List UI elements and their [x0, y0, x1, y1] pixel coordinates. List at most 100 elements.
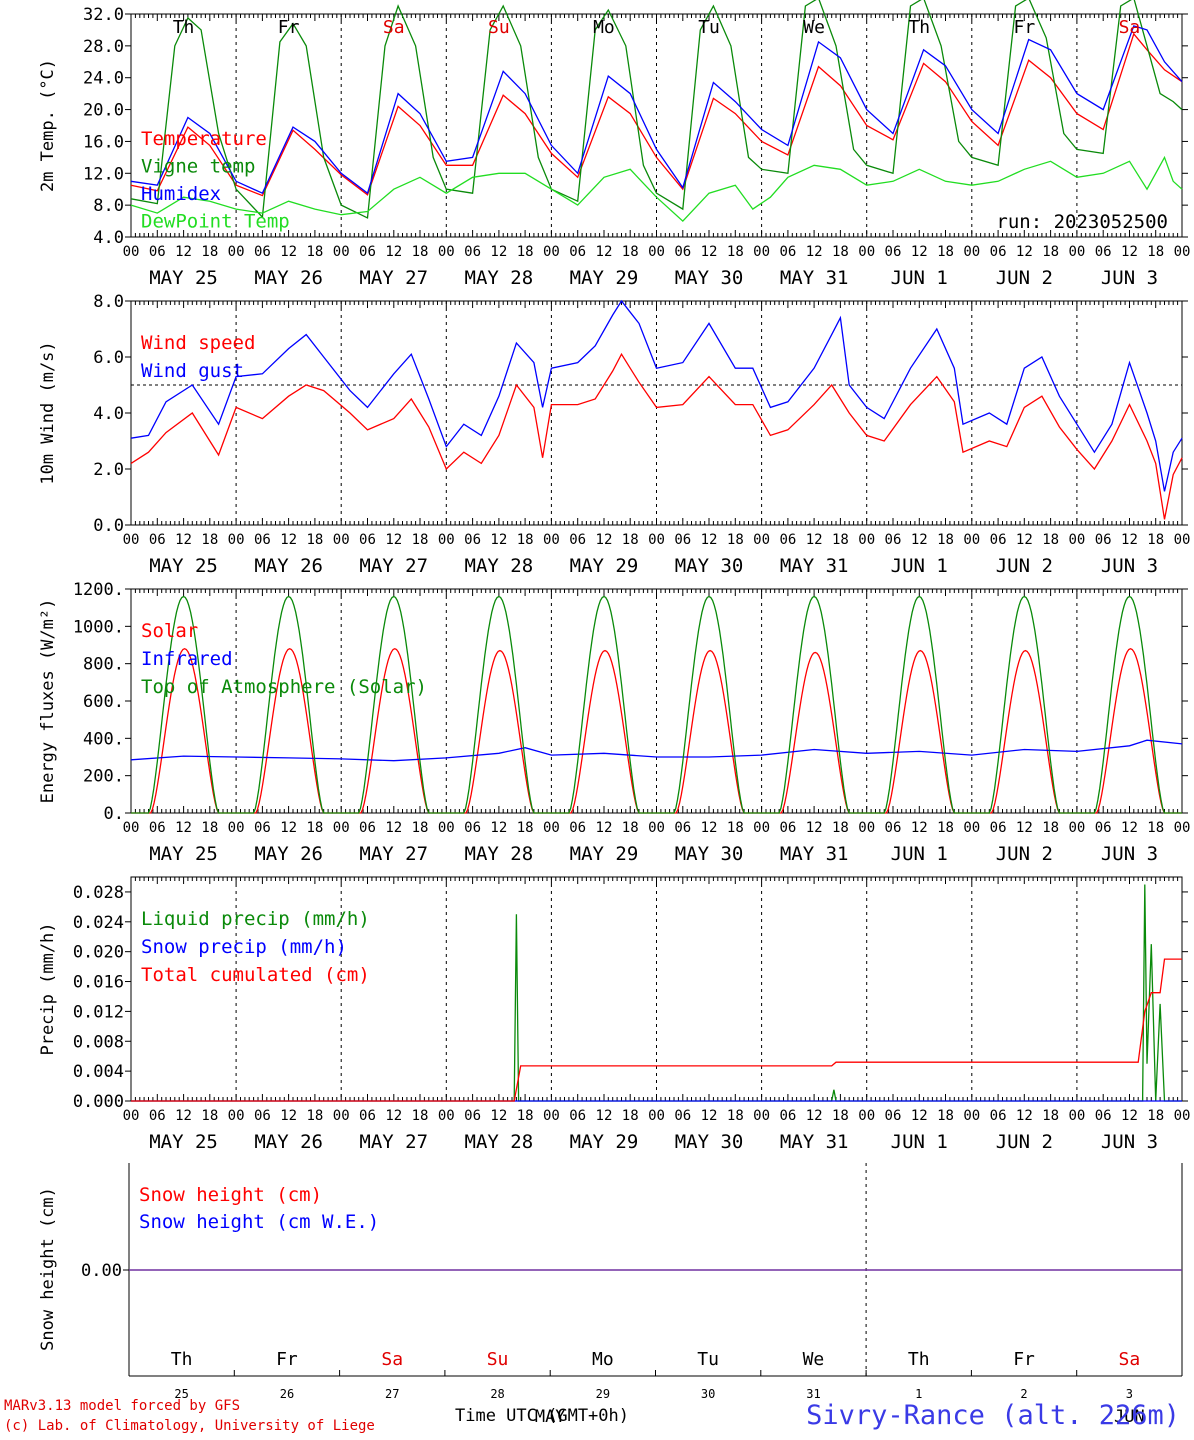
hour-tick-label: 00: [1068, 532, 1085, 548]
hour-tick-label: 18: [412, 1108, 429, 1124]
hour-tick-label: 18: [727, 244, 744, 260]
hour-tick-label: 00: [858, 244, 875, 260]
hour-tick-label: 06: [674, 1108, 691, 1124]
date-label: MAY 26: [254, 267, 323, 289]
y-tick-label: 200.: [83, 767, 124, 787]
hour-tick-label: 12: [1016, 532, 1033, 548]
legend-entry: Temperature: [141, 128, 267, 150]
hour-tick-label: 06: [1095, 532, 1112, 548]
hour-tick-label: 18: [201, 532, 218, 548]
date-label: MAY 30: [675, 555, 744, 577]
hour-tick-label: 00: [963, 244, 980, 260]
date-label: JUN 3: [1101, 267, 1158, 289]
date-label: MAY 28: [465, 555, 534, 577]
legend-entry: Wind speed: [141, 332, 255, 354]
date-label: MAY 26: [254, 1131, 323, 1153]
series-temperature: [130, 32, 1183, 197]
day-number-label: 31: [806, 1387, 820, 1401]
y-tick-label: 0.008: [73, 1032, 124, 1052]
date-label: MAY 30: [675, 267, 744, 289]
hour-tick-label: 12: [1121, 1108, 1138, 1124]
hour-tick-label: 12: [701, 820, 718, 836]
weekday-label: Fr: [1014, 17, 1036, 38]
hour-tick-label: 12: [701, 244, 718, 260]
y-tick-label: 28.0: [83, 37, 124, 57]
hour-tick-label: 12: [280, 244, 297, 260]
hour-tick-label: 12: [911, 532, 928, 548]
y-tick-label: 4.0: [93, 404, 124, 424]
hour-tick-label: 06: [149, 532, 166, 548]
legend-entry: DewPoint Temp: [141, 211, 290, 233]
hour-tick-label: 12: [490, 820, 507, 836]
month-label: JUN: [1114, 1407, 1145, 1427]
legend-entry: Vigne temp: [141, 156, 255, 178]
hour-tick-label: 00: [858, 532, 875, 548]
series-infrared: [130, 739, 1183, 762]
y-tick-label: 600.: [83, 692, 124, 712]
hour-tick-label: 18: [1042, 244, 1059, 260]
legend-entry: Humidex: [141, 183, 221, 205]
y-axis-title: Precip (mm/h): [38, 922, 58, 1055]
hour-tick-label: 18: [412, 820, 429, 836]
series-wind-gust: [130, 299, 1183, 492]
hour-tick-label: 12: [490, 532, 507, 548]
hour-tick-label: 18: [727, 1108, 744, 1124]
day-number-label: 2: [1020, 1387, 1027, 1401]
hour-tick-label: 12: [1016, 1108, 1033, 1124]
hour-tick-label: 06: [254, 1108, 271, 1124]
y-tick-label: 16.0: [83, 132, 124, 152]
y-axis-title: Snow height (cm): [38, 1187, 58, 1351]
hour-tick-label: 12: [175, 532, 192, 548]
date-label: MAY 28: [465, 843, 534, 865]
hour-tick-label: 06: [1095, 820, 1112, 836]
hour-tick-label: 18: [622, 532, 639, 548]
series-wind-speed: [130, 352, 1183, 520]
hour-tick-label: 12: [911, 820, 928, 836]
hour-tick-label: 12: [385, 1108, 402, 1124]
hour-tick-label: 06: [464, 1108, 481, 1124]
y-tick-label: 0.024: [73, 913, 124, 933]
y-tick-label: 32.0: [83, 5, 124, 25]
date-label: JUN 3: [1101, 843, 1158, 865]
date-label: MAY 27: [359, 1131, 428, 1153]
hour-tick-label: 06: [1095, 244, 1112, 260]
hour-tick-label: 18: [727, 820, 744, 836]
hour-tick-label: 06: [359, 244, 376, 260]
hour-tick-label: 18: [1147, 1108, 1164, 1124]
weekday-label: Sa: [1119, 17, 1141, 38]
hour-tick-label: 12: [280, 1108, 297, 1124]
hour-tick-label: 06: [359, 1108, 376, 1124]
hour-tick-label: 00: [963, 820, 980, 836]
date-label: JUN 2: [996, 843, 1053, 865]
hour-tick-label: 18: [1042, 820, 1059, 836]
hour-tick-label: 06: [254, 532, 271, 548]
hour-tick-label: 06: [990, 820, 1007, 836]
hour-tick-label: 00: [333, 1108, 350, 1124]
y-tick-label: 0.012: [73, 1002, 124, 1022]
day-number-label: 3: [1126, 1387, 1133, 1401]
weekday-label: Tu: [698, 17, 720, 38]
hour-tick-label: 00: [648, 244, 665, 260]
hour-tick-label: 00: [123, 244, 140, 260]
hour-tick-label: 06: [464, 820, 481, 836]
hour-tick-label: 12: [701, 1108, 718, 1124]
weekday-label: We: [803, 1349, 825, 1370]
hour-tick-label: 00: [228, 1108, 245, 1124]
hour-tick-label: 06: [779, 820, 796, 836]
y-tick-label: 8.0: [93, 292, 124, 312]
hour-tick-label: 00: [1174, 820, 1191, 836]
hour-tick-label: 18: [201, 820, 218, 836]
day-number-label: 27: [385, 1387, 399, 1401]
hour-tick-label: 00: [753, 820, 770, 836]
hour-tick-label: 12: [806, 820, 823, 836]
bottom-axis-label: Time UTC (GMT+0h): [455, 1406, 629, 1426]
hour-tick-label: 18: [306, 820, 323, 836]
hour-tick-label: 18: [622, 1108, 639, 1124]
legend-entry: Solar: [141, 620, 198, 642]
date-label: JUN 2: [996, 1131, 1053, 1153]
series-vigne-temp: [130, 0, 1183, 219]
weekday-label: Th: [908, 1349, 930, 1370]
credit-line-2: (c) Lab. of Climatology, University of L…: [4, 1418, 375, 1434]
weekday-label: Fr: [1013, 1349, 1035, 1370]
y-tick-label: 20.0: [83, 101, 124, 121]
